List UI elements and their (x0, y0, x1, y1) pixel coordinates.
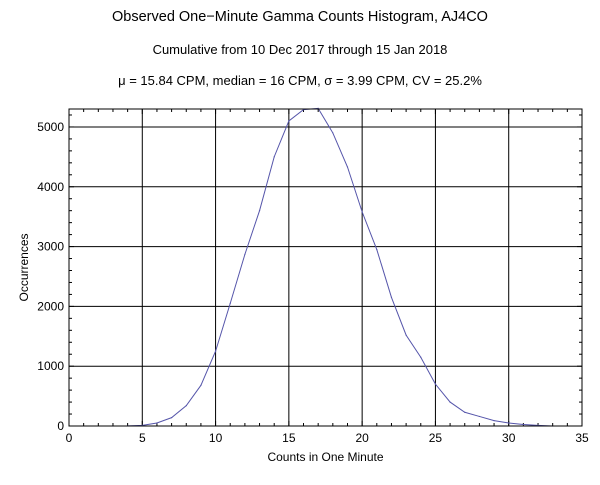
data-point (214, 350, 217, 352)
series-layer (112, 107, 554, 427)
data-point (405, 334, 407, 336)
x-tick-label: 20 (355, 431, 369, 445)
grid (69, 109, 582, 426)
data-point (508, 422, 510, 424)
x-tick-label: 30 (502, 431, 516, 445)
x-tick-label: 0 (66, 431, 73, 445)
data-point (288, 120, 290, 122)
y-tick-label: 3000 (37, 240, 64, 254)
chart-title: Observed One−Minute Gamma Counts Histogr… (112, 9, 488, 25)
data-point (390, 296, 393, 299)
data-point (200, 384, 202, 386)
data-point (361, 211, 363, 213)
data-point (420, 356, 422, 358)
y-tick-label: 0 (57, 419, 64, 433)
x-tick-label: 35 (575, 431, 589, 445)
data-point (229, 302, 231, 304)
data-point (273, 156, 275, 158)
chart-subtitle: Cumulative from 10 Dec 2017 through 15 J… (152, 42, 448, 57)
data-point (244, 253, 246, 255)
y-tick-label: 5000 (37, 120, 64, 134)
data-point (258, 210, 261, 212)
x-tick-label: 15 (282, 431, 296, 445)
data-point (464, 411, 466, 413)
data-point (522, 423, 524, 426)
data-point (346, 166, 349, 168)
data-point (332, 132, 334, 134)
y-axis-label: Occurrences (17, 233, 31, 301)
y-tick-label: 4000 (37, 180, 64, 194)
minor-ticks (68, 109, 583, 427)
data-point (376, 248, 378, 251)
x-tick-label: 10 (209, 431, 223, 445)
x-tick-label: 5 (139, 431, 146, 445)
axis-ticks: 0 5 10 15 20 25 30 35 0 1000 2000 3000 4000 5000 (37, 120, 589, 445)
data-point (185, 405, 187, 407)
data-point (449, 401, 451, 403)
data-point (493, 420, 495, 422)
data-point (478, 415, 480, 418)
series-line (112, 107, 553, 427)
chart-stats-line: μ = 15.84 CPM, median = 16 CPM, σ = 3.99… (118, 73, 482, 88)
x-tick-label: 25 (429, 431, 443, 445)
plot-frame (68, 108, 583, 427)
y-tick-label: 1000 (37, 359, 64, 373)
data-point (156, 422, 158, 424)
data-point (171, 417, 173, 419)
data-point (434, 383, 437, 385)
y-tick-label: 2000 (37, 299, 64, 313)
x-axis-label: Counts in One Minute (267, 450, 383, 464)
